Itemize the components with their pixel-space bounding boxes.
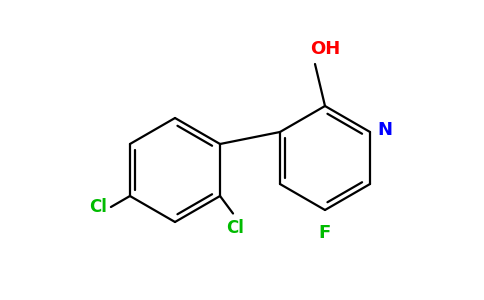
Text: Cl: Cl	[226, 218, 244, 236]
Text: OH: OH	[310, 40, 340, 58]
Text: Cl: Cl	[89, 198, 107, 216]
Text: F: F	[319, 224, 331, 242]
Text: N: N	[377, 121, 392, 139]
